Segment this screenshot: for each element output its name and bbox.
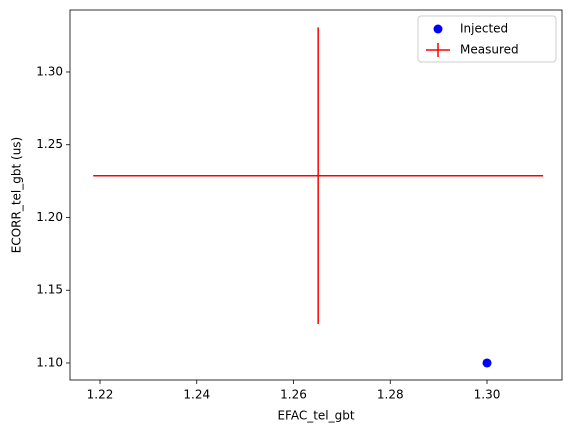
y-tick-label: 1.25 (36, 137, 63, 151)
x-tick-label: 1.30 (474, 388, 501, 402)
y-tick-label: 1.30 (36, 64, 63, 78)
y-tick-label: 1.15 (36, 283, 63, 297)
x-tick-label: 1.22 (87, 388, 114, 402)
y-tick-label: 1.10 (36, 355, 63, 369)
y-tick-label: 1.20 (36, 210, 63, 224)
y-axis-label: ECORR_tel_gbt (us) (10, 137, 24, 253)
x-tick-label: 1.26 (280, 388, 307, 402)
legend-label: Measured (460, 43, 519, 57)
legend-box (417, 15, 557, 63)
legend-label: Injected (460, 22, 508, 36)
x-axis-label: EFAC_tel_gbt (277, 409, 354, 423)
scatter-point (482, 358, 492, 368)
plot-frame (69, 9, 563, 381)
x-tick-label: 1.24 (183, 388, 210, 402)
x-tick-label: 1.28 (377, 388, 404, 402)
legend-marker (433, 24, 443, 34)
